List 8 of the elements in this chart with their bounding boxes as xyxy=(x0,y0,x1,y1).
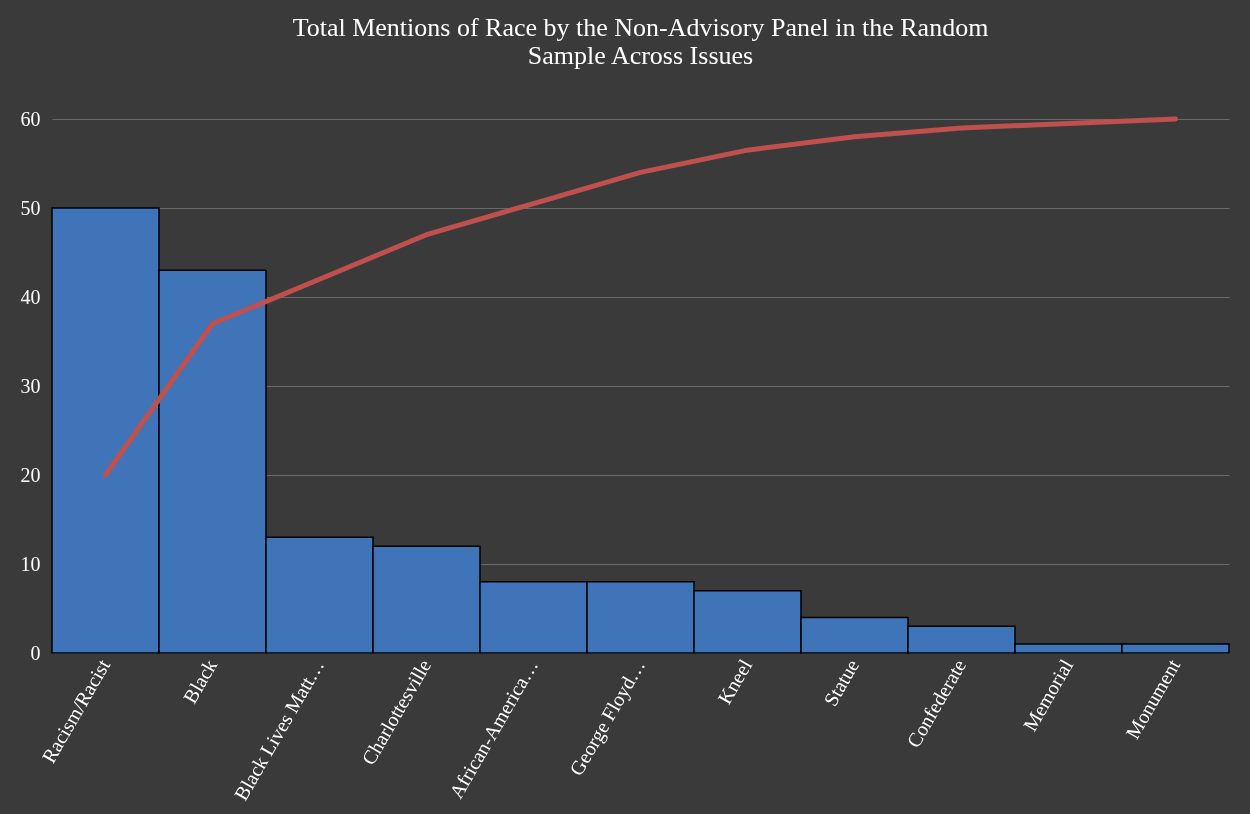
y-tick-label: 0 xyxy=(30,641,41,664)
y-tick-label: 50 xyxy=(20,196,41,219)
y-tick-label: 40 xyxy=(20,285,41,308)
y-tick-label: 10 xyxy=(20,552,41,575)
y-tick-label: 20 xyxy=(20,463,41,486)
y-tick-label: 60 xyxy=(20,107,41,130)
chart-title: Total Mentions of Race by the Non-Advisory Panel in the Random Sample Across Issues xyxy=(292,13,989,70)
y-tick-label: 30 xyxy=(20,374,41,397)
